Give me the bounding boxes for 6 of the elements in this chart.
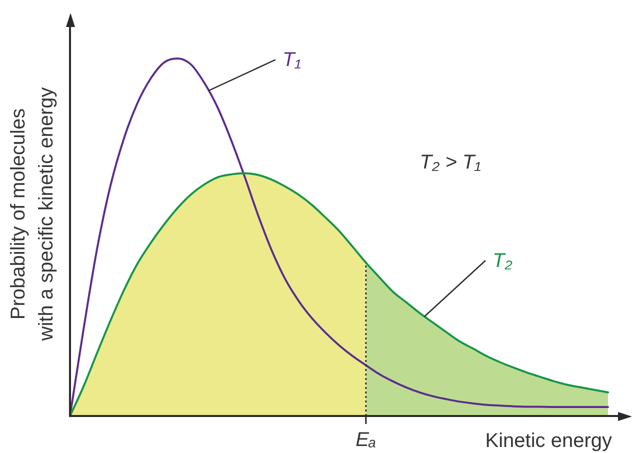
- x-axis-title: Kinetic energy: [485, 430, 612, 452]
- annotation: T₂ > T₁: [420, 152, 481, 174]
- text: Eₐ: [356, 429, 376, 451]
- text: T₂: [492, 250, 513, 272]
- text: T₁: [282, 49, 302, 72]
- y-axis-title: Probability of molecules with a specific kinetic energy: [8, 87, 58, 342]
